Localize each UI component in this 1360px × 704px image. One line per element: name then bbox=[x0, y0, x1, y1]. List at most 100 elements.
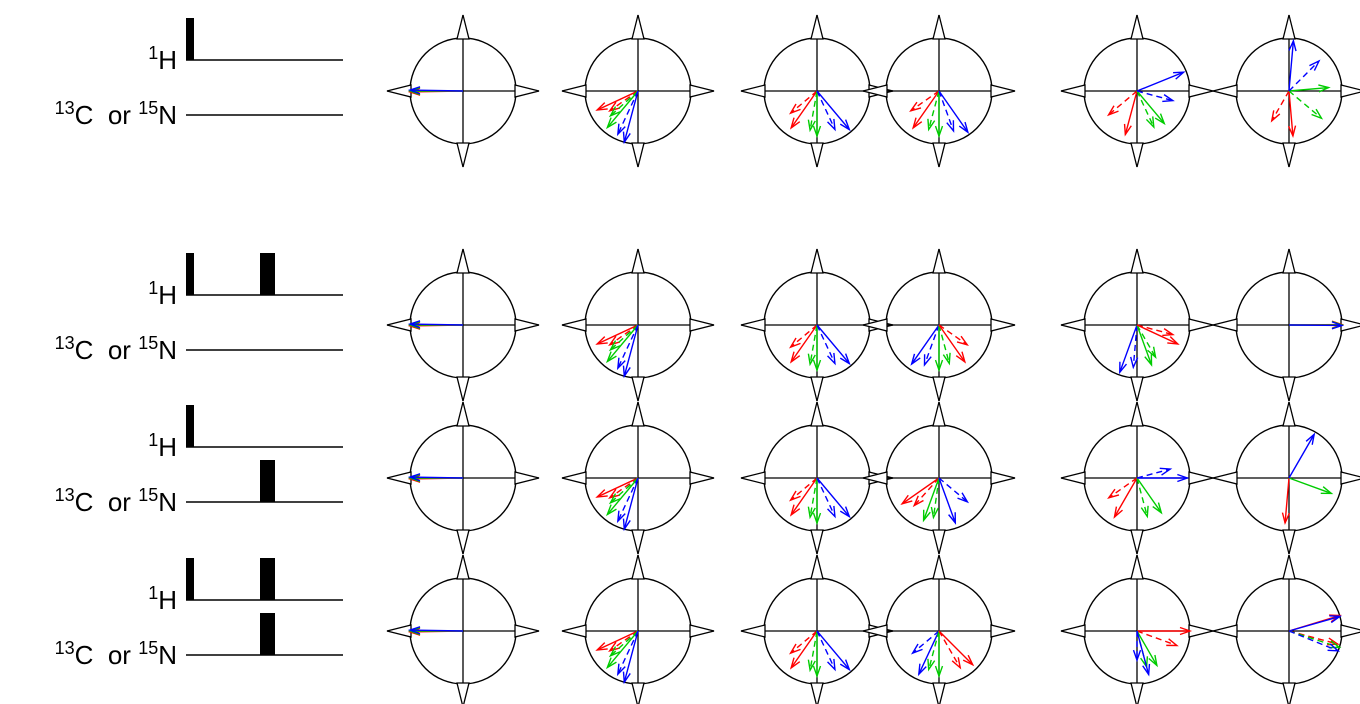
magnetization-vector-green-dashed-head bbox=[927, 118, 936, 132]
experiment-row2: 1H 13C or 15N bbox=[55, 248, 1360, 402]
magnetization-vector-red-head bbox=[595, 336, 608, 345]
magnetization-vector-red bbox=[790, 630, 818, 669]
magnetization-vector-blue-head bbox=[839, 506, 851, 519]
axis-arrow-up bbox=[810, 248, 824, 274]
magnetization-vector-blue-dashed-head bbox=[827, 505, 836, 519]
label-part-bottom-sup2: 15 bbox=[138, 638, 158, 658]
axis-arrow-up bbox=[456, 248, 470, 274]
proton-refocus-pulse bbox=[260, 558, 275, 600]
proton-channel-label: 1H bbox=[148, 583, 177, 615]
magnetization-vector-blue bbox=[1136, 71, 1184, 92]
magnetization-vector-green-dashed bbox=[1288, 90, 1322, 119]
label-part-top-sup: 1 bbox=[148, 278, 158, 298]
axis-arrow-right bbox=[1188, 318, 1214, 332]
magnetization-vector-red-head bbox=[407, 474, 421, 483]
vector-diagram bbox=[862, 14, 1016, 168]
magnetization-vector-blue-dashed-head bbox=[910, 643, 923, 655]
magnetization-vector-green-dashed-head bbox=[608, 106, 621, 118]
magnetization-vector-red-head bbox=[407, 627, 421, 636]
magnetization-vector-blue-dashed-head bbox=[1130, 356, 1139, 370]
magnetization-vector-green-head bbox=[407, 626, 421, 636]
axis-arrow-left bbox=[1212, 318, 1238, 332]
axis-arrow-right bbox=[514, 318, 540, 332]
magnetization-vector-green-head bbox=[1148, 654, 1158, 668]
magnetization-vector-green-head bbox=[605, 504, 617, 517]
axis-arrow-left bbox=[1060, 471, 1086, 485]
magnetization-vector-red bbox=[901, 477, 940, 505]
magnetization-vector-blue-dashed bbox=[1132, 324, 1138, 368]
magnetization-vector-blue bbox=[1288, 615, 1341, 632]
magnetization-vector-red bbox=[912, 90, 940, 129]
magnetization-vector-green-head bbox=[1318, 84, 1331, 93]
axis-arrow-up bbox=[1130, 554, 1144, 580]
magnetization-vector-red-head bbox=[1123, 123, 1132, 137]
magnetization-vector-blue-head bbox=[1329, 615, 1342, 624]
magnetization-vector-red bbox=[1136, 324, 1179, 345]
vector-diagram bbox=[561, 14, 715, 168]
axis-arrow-up bbox=[1282, 401, 1296, 427]
proton-excitation-pulse bbox=[186, 558, 194, 600]
magnetization-vector-red bbox=[1113, 477, 1138, 518]
vector-diagram bbox=[862, 401, 1016, 555]
magnetization-vector-blue bbox=[938, 90, 969, 133]
magnetization-vector-green-dashed-head bbox=[1311, 108, 1324, 120]
magnetization-vector-blue-dashed bbox=[816, 90, 836, 130]
axis-arrow-right bbox=[1340, 84, 1360, 98]
magnetization-vector-blue-head bbox=[622, 365, 631, 379]
magnetization-vector-blue-head bbox=[1177, 473, 1190, 483]
label-part-top-sup: 1 bbox=[148, 583, 158, 603]
label-part-bottom-mid: C or bbox=[75, 640, 139, 670]
magnetization-vector-green-dashed bbox=[609, 324, 639, 351]
magnetization-vector-green-dashed-head bbox=[608, 340, 621, 352]
magnetization-vector-green-dashed-head bbox=[807, 353, 816, 367]
proton-excitation-pulse bbox=[186, 18, 194, 60]
magnetization-vector-red-head bbox=[1167, 336, 1180, 345]
vector-diagram bbox=[862, 248, 1016, 402]
magnetization-vector-green-dashed bbox=[938, 324, 950, 364]
magnetization-vector-green-head bbox=[1144, 354, 1153, 367]
magnetization-vector-blue-dashed-head bbox=[827, 658, 836, 672]
magnetization-vector-red bbox=[596, 324, 639, 345]
magnetization-vector-blue-dashed bbox=[816, 630, 836, 670]
axis-arrow-right bbox=[514, 84, 540, 98]
axis-arrow-up bbox=[810, 14, 824, 40]
magnetization-vector-green-dashed-head bbox=[608, 646, 621, 658]
magnetization-vector-red-dashed bbox=[1288, 630, 1338, 645]
vector-diagram bbox=[1212, 554, 1360, 704]
axis-arrow-down bbox=[932, 376, 946, 402]
label-part-bottom-mid: C or bbox=[75, 487, 139, 517]
vector-diagram bbox=[386, 554, 540, 704]
axis-arrow-down bbox=[932, 142, 946, 168]
magnetization-vector-red-dashed-head bbox=[1162, 328, 1175, 337]
experiment-row3: 1H 13C or 15N bbox=[55, 401, 1360, 555]
label-part-bottom-sup2: 15 bbox=[138, 98, 158, 118]
vector-diagram bbox=[862, 554, 1016, 704]
vector-diagram bbox=[1212, 401, 1360, 555]
magnetization-vector-green-dashed-head bbox=[807, 659, 816, 673]
magnetization-vector-blue-dashed-head bbox=[1327, 643, 1341, 652]
magnetization-vector-red-dashed bbox=[910, 90, 940, 112]
magnetization-vector-red bbox=[938, 324, 966, 363]
magnetization-vector-red-head bbox=[407, 87, 421, 96]
axis-arrow-up bbox=[456, 554, 470, 580]
axis-arrow-down bbox=[810, 376, 824, 402]
label-part-bottom-base: N bbox=[158, 100, 177, 130]
axis-arrow-up bbox=[1130, 14, 1144, 40]
vector-diagram bbox=[386, 401, 540, 555]
magnetization-vector-red-dashed bbox=[790, 324, 818, 348]
magnetization-vector-green-head bbox=[934, 359, 944, 373]
magnetization-vector-green bbox=[1288, 86, 1329, 92]
label-part-bottom-mid: C or bbox=[75, 335, 139, 365]
axis-arrow-up bbox=[1130, 401, 1144, 427]
magnetization-vector-green-dashed-head bbox=[1145, 116, 1155, 129]
heteronucleus-refocus-pulse bbox=[260, 613, 275, 655]
vector-diagram bbox=[1060, 401, 1214, 555]
magnetization-vector-green-dashed bbox=[928, 630, 940, 670]
magnetization-vector-blue bbox=[409, 323, 464, 326]
magnetization-vector-red-head bbox=[595, 642, 608, 651]
magnetization-vector-blue bbox=[1136, 630, 1150, 675]
axis-arrow-right bbox=[990, 624, 1016, 638]
magnetization-vector-blue-head bbox=[1305, 432, 1316, 445]
magnetization-vector-red-head bbox=[900, 494, 913, 506]
